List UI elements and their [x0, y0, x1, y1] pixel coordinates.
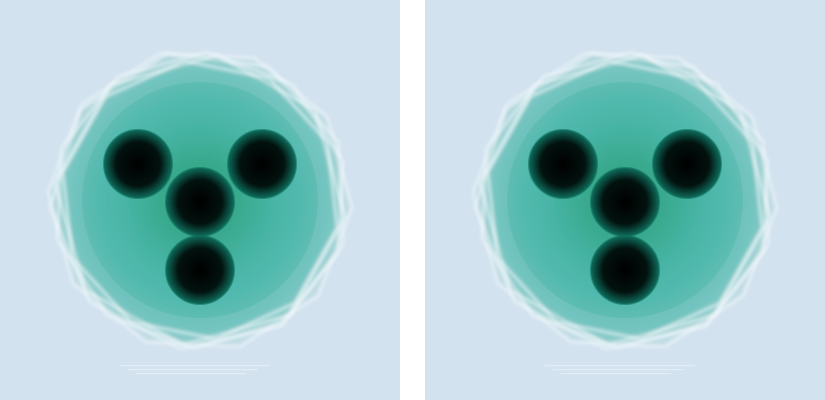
- crystal-shape: [47, 51, 353, 350]
- dark-lobe: [227, 129, 297, 199]
- dark-lobe: [590, 235, 660, 305]
- dark-lobe: [590, 167, 660, 237]
- right-render-panel: [425, 0, 825, 400]
- dark-lobe: [165, 167, 235, 237]
- dark-lobe: [103, 129, 173, 199]
- left-render-panel: [0, 0, 400, 400]
- dark-lobe: [652, 129, 722, 199]
- dark-lobe: [528, 129, 598, 199]
- left-render-image: [0, 0, 400, 400]
- right-render-image: [425, 0, 825, 400]
- dark-lobe: [165, 235, 235, 305]
- crystal-shape: [472, 51, 778, 350]
